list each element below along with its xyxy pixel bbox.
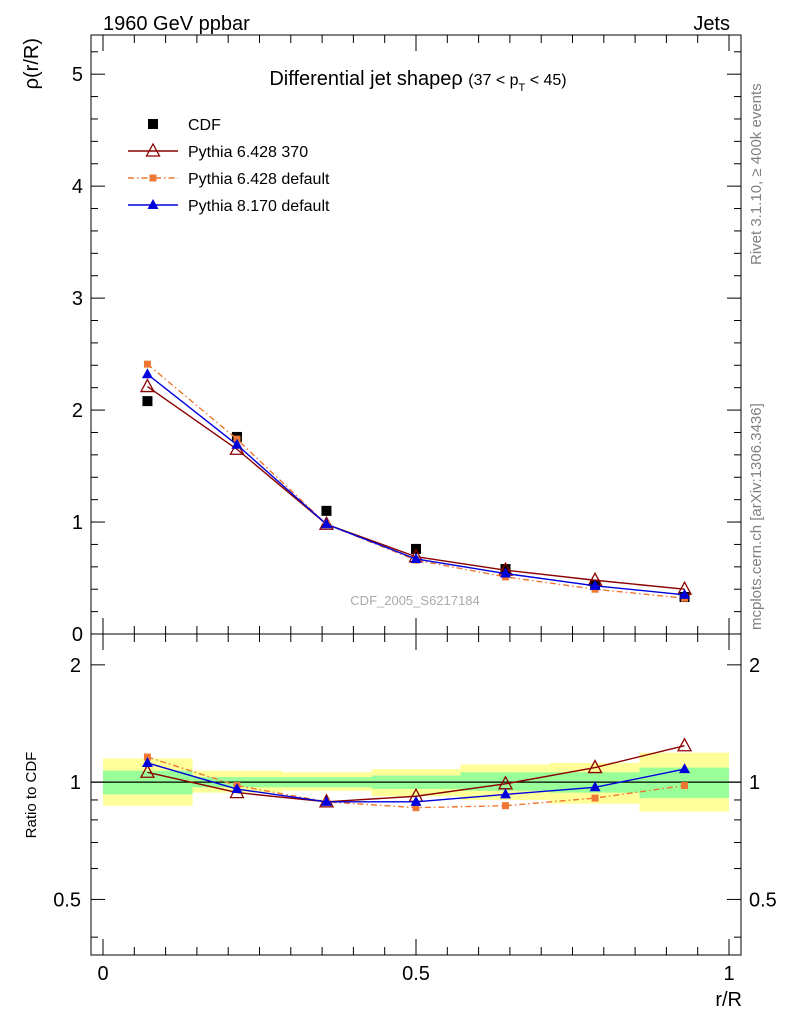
legend-entry-1: Pythia 6.428 370: [128, 142, 308, 161]
data-point: [500, 567, 512, 578]
data-point: [141, 368, 153, 379]
ratio-y-axis-label: Ratio to CDF: [23, 752, 40, 839]
data-point: [231, 438, 243, 449]
ratio-point: [320, 795, 332, 806]
process-label: Jets: [693, 13, 730, 35]
legend: CDF Pythia 6.428 370 Pythia 6.428 default P…: [128, 117, 330, 215]
y-tick-label: 0: [72, 624, 83, 646]
x-tick-label: 1: [723, 963, 734, 985]
series-0: [142, 396, 690, 603]
data-point: [320, 518, 332, 529]
data-point: [143, 360, 151, 368]
y-tick-label: 4: [72, 176, 83, 198]
ratio-point: [410, 795, 422, 806]
legend-label: Pythia 6.428 370: [188, 144, 308, 161]
legend-marker: [148, 119, 158, 129]
energy-label: 1960 GeV ppbar: [103, 13, 250, 35]
ratio-point: [412, 804, 420, 812]
mcplots-label: mcplots.cern.ch [arXiv:1306.3436]: [748, 403, 765, 630]
ratio-plot-panel: 0.5 0.5 1 1 2 2 0 0.5 1: [53, 633, 777, 985]
y-tick-label: 3: [72, 288, 83, 310]
ratio-point: [591, 794, 599, 802]
data-point: [589, 579, 601, 590]
ratio-series-2: [141, 756, 691, 806]
chart-title-cut-sub: T: [519, 82, 526, 94]
legend-entry-3: Pythia 8.170 default: [128, 198, 330, 215]
data-point: [321, 505, 332, 516]
chart-title-cut-open: (37 < p: [468, 72, 518, 89]
rivet-label: Rivet 3.1.10, ≥ 400k events: [748, 83, 765, 265]
ratio-point: [679, 763, 691, 774]
ratio-tick-label-right: 2: [749, 655, 760, 677]
watermark: CDF_2005_S6217184: [350, 593, 479, 608]
chart-title: Differential jet shapeρ (37 < pT < 45): [269, 68, 566, 94]
ratio-point: [587, 759, 603, 774]
legend-entry-0: CDF: [148, 117, 221, 134]
ratio-point: [502, 802, 510, 810]
y-tick-label: 1: [72, 512, 83, 534]
ratio-point: [231, 783, 243, 794]
x-tick-label: 0: [97, 963, 108, 985]
ratio-tick-label: 0.5: [53, 889, 81, 911]
ratio-point: [141, 756, 153, 767]
data-point: [679, 588, 691, 599]
legend-marker: [149, 174, 157, 182]
legend-entry-2: Pythia 6.428 default: [128, 171, 330, 188]
legend-label: CDF: [188, 117, 221, 134]
ratio-point: [589, 781, 601, 792]
chart-title-main: Differential jet shapeρ: [269, 68, 462, 90]
series-2: [143, 360, 689, 602]
ratio-point: [676, 737, 693, 752]
chart-title-cut-close: < 45): [525, 72, 566, 89]
y-tick-label: 5: [72, 64, 83, 86]
legend-marker: [145, 142, 161, 157]
series-3: [141, 368, 691, 599]
ratio-tick-label-right: 1: [749, 772, 760, 794]
ratio-tick-label: 1: [70, 772, 81, 794]
data-point: [410, 552, 422, 563]
legend-label: Pythia 8.170 default: [188, 198, 330, 215]
x-axis-label: r/R: [715, 989, 742, 1011]
ratio-point: [681, 782, 689, 790]
legend-marker: [147, 199, 159, 209]
ratio-tick-label-right: 0.5: [749, 889, 777, 911]
main-plot-panel: 0 1 2 3 4 5: [72, 34, 742, 646]
data-point: [142, 396, 153, 407]
ratio-point: [139, 763, 156, 778]
ratio-tick-label: 2: [70, 655, 81, 677]
y-tick-label: 2: [72, 400, 83, 422]
y-axis-label: ρ(r/R): [21, 38, 43, 89]
data-point: [139, 378, 156, 393]
legend-label: Pythia 6.428 default: [188, 171, 330, 188]
x-tick-label: 0.5: [402, 963, 430, 985]
ratio-point: [500, 788, 512, 799]
